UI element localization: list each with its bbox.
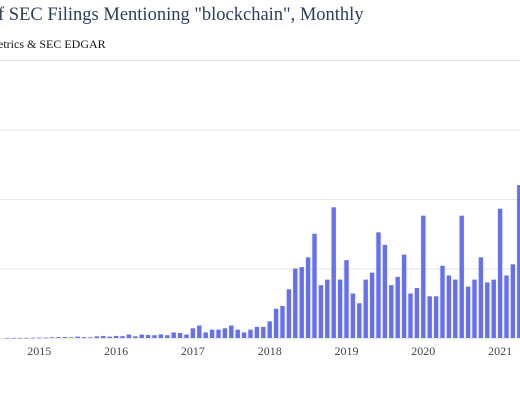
bar-2018-12[interactable] — [337, 279, 343, 338]
bar-2016-10[interactable] — [171, 332, 176, 338]
bar-2015-04[interactable] — [56, 337, 61, 338]
bar-2018-04[interactable] — [286, 289, 292, 338]
bar-2015-08[interactable] — [81, 337, 87, 338]
bar-2021-04[interactable] — [517, 185, 520, 338]
x-tick-label-2021: 2021 — [488, 344, 512, 358]
bar-2016-11[interactable] — [177, 333, 183, 338]
bar-2018-11[interactable] — [331, 207, 336, 338]
bar-2016-03[interactable] — [126, 334, 132, 338]
bar-2018-06[interactable] — [299, 267, 304, 338]
bar-2016-09[interactable] — [165, 335, 170, 338]
bars — [5, 185, 520, 339]
x-tick-label-2016: 2016 — [104, 344, 128, 358]
bar-2018-03[interactable] — [280, 306, 285, 338]
bar-2014-09[interactable] — [11, 337, 16, 339]
x-tick-label-2019: 2019 — [335, 344, 359, 358]
bar-2016-02[interactable] — [120, 336, 125, 338]
bar-2015-12[interactable] — [107, 336, 112, 338]
bar-2017-09[interactable] — [241, 332, 247, 338]
bar-2019-10[interactable] — [401, 254, 407, 338]
bar-2016-06[interactable] — [145, 334, 151, 338]
x-tick-label-2017: 2017 — [181, 344, 205, 358]
bar-2018-10[interactable] — [325, 279, 330, 338]
bar-2020-09[interactable] — [472, 279, 477, 338]
bar-2020-10[interactable] — [478, 257, 484, 338]
bar-2020-11[interactable] — [485, 282, 490, 338]
x-tick-label-2020: 2020 — [411, 344, 435, 358]
bar-2017-04[interactable] — [209, 329, 215, 338]
bar-2020-12[interactable] — [491, 279, 496, 338]
bar-2018-08[interactable] — [312, 233, 317, 338]
bar-2021-03[interactable] — [510, 264, 516, 338]
x-axis: 2015 2016 2017 2018 2019 2020 2021 — [27, 344, 512, 358]
bar-2019-12[interactable] — [414, 287, 420, 338]
bar-2020-07[interactable] — [459, 215, 464, 338]
bar-2015-03[interactable] — [49, 337, 55, 338]
bar-2015-07[interactable] — [75, 336, 80, 338]
bar-2020-03[interactable] — [433, 296, 439, 338]
bar-2018-01[interactable] — [267, 321, 272, 338]
bar-2020-05[interactable] — [446, 275, 452, 338]
bar-2020-04[interactable] — [440, 265, 445, 338]
bar-2018-02[interactable] — [273, 308, 279, 338]
bar-2015-05[interactable] — [62, 337, 68, 338]
bar-2017-06[interactable] — [222, 328, 228, 338]
bar-2014-11[interactable] — [24, 337, 29, 339]
bar-2017-05[interactable] — [216, 329, 221, 338]
bar-2017-10[interactable] — [248, 329, 253, 338]
bar-2016-05[interactable] — [139, 334, 144, 338]
bar-2015-11[interactable] — [101, 335, 106, 338]
bar-2016-04[interactable] — [133, 336, 138, 338]
bar-2015-10[interactable] — [94, 336, 100, 338]
bar-2020-08[interactable] — [465, 286, 471, 338]
bar-2018-05[interactable] — [293, 268, 298, 339]
bar-2019-08[interactable] — [389, 285, 394, 338]
gridlines — [0, 60, 520, 339]
bar-2015-06[interactable] — [69, 337, 74, 338]
bar-2016-08[interactable] — [158, 334, 164, 338]
x-tick-label-2018: 2018 — [258, 344, 282, 358]
bar-2016-07[interactable] — [152, 335, 157, 338]
bar-2017-01[interactable] — [190, 328, 196, 338]
chart-subtitle: etrics & SEC EDGAR — [0, 37, 106, 51]
bar-2019-03[interactable] — [357, 303, 362, 338]
bar-2016-12[interactable] — [184, 334, 189, 338]
bar-2018-07[interactable] — [305, 257, 311, 338]
bar-2020-01[interactable] — [421, 215, 426, 338]
bar-2016-01[interactable] — [113, 335, 119, 338]
bar-2021-01[interactable] — [497, 208, 503, 338]
bar-2019-05[interactable] — [369, 272, 375, 338]
bar-2017-03[interactable] — [203, 332, 208, 338]
bar-2021-02[interactable] — [504, 275, 509, 338]
bar-2015-01[interactable] — [37, 337, 42, 339]
bar-2019-04[interactable] — [363, 279, 368, 338]
bar-2014-10[interactable] — [17, 337, 23, 339]
bar-2019-09[interactable] — [395, 276, 400, 338]
bar-2014-08[interactable] — [5, 337, 10, 339]
chart-title: f SEC Filings Mentioning "blockchain", M… — [0, 5, 364, 25]
bar-2015-02[interactable] — [43, 337, 48, 339]
bar-2019-06[interactable] — [376, 232, 381, 338]
bar-2019-07[interactable] — [382, 244, 388, 338]
x-tick-label-2015: 2015 — [27, 344, 51, 358]
bar-2018-09[interactable] — [318, 285, 324, 338]
bar-2020-06[interactable] — [453, 279, 458, 338]
bar-2017-08[interactable] — [235, 329, 240, 338]
bar-2017-12[interactable] — [261, 326, 266, 338]
bar-2014-12[interactable] — [30, 337, 36, 339]
bar-2015-09[interactable] — [88, 337, 93, 338]
bar-2019-11[interactable] — [408, 293, 413, 338]
bar-2019-02[interactable] — [350, 293, 356, 338]
bar-2020-02[interactable] — [427, 296, 432, 338]
bar-2017-07[interactable] — [229, 325, 234, 338]
bar-2017-02[interactable] — [197, 325, 202, 338]
bar-2019-01[interactable] — [344, 260, 349, 338]
bar-2017-11[interactable] — [254, 326, 260, 338]
